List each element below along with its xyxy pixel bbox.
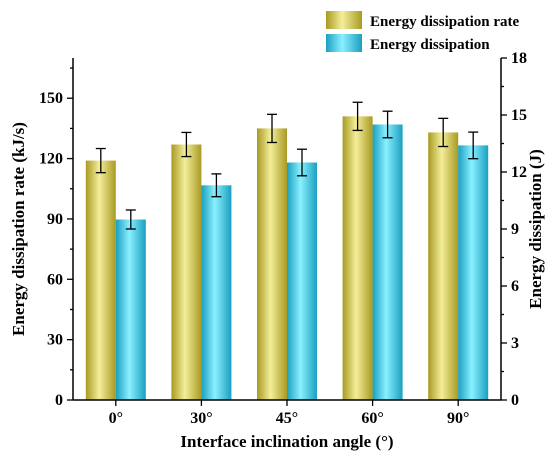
bar-energy-dissipation-rate [342, 116, 373, 400]
left-y-axis-title: Energy dissipation rate (kJ/s) [9, 122, 28, 336]
right-y-tick-label: 3 [511, 335, 519, 352]
legend-swatch-dissipation [326, 34, 362, 52]
bar-energy-dissipation-rate [85, 160, 116, 400]
bar-energy-dissipation [201, 185, 232, 400]
right-y-axis-title: Energy dissipation (J) [526, 149, 545, 309]
legend: Energy dissipation rate Energy dissipati… [326, 11, 520, 53]
right-y-tick-label: 0 [511, 392, 519, 409]
x-tick-label: 90° [447, 410, 469, 427]
x-tick-label: 0° [109, 410, 123, 427]
right-y-tick-label: 6 [511, 278, 519, 295]
right-y-tick-label: 12 [511, 164, 527, 181]
left-y-tick-label: 30 [47, 332, 63, 349]
bar-energy-dissipation [115, 219, 146, 400]
x-axis-title: Interface inclination angle (°) [180, 432, 393, 451]
left-y-tick-label: 150 [39, 90, 63, 107]
x-ticks: 0° 30° 45° 60° 90° [109, 400, 469, 427]
bars [85, 101, 489, 401]
left-ticks: 0 30 60 90 120 150 [39, 67, 73, 409]
bar-energy-dissipation [372, 124, 403, 400]
bar-energy-dissipation [458, 145, 489, 400]
bar-energy-dissipation-rate [257, 128, 287, 401]
x-tick-label: 45° [276, 410, 298, 427]
left-y-tick-label: 0 [55, 392, 63, 409]
x-tick-label: 30° [190, 410, 212, 427]
left-y-tick-label: 60 [47, 271, 63, 288]
bar-energy-dissipation-rate [171, 144, 202, 400]
right-y-tick-label: 9 [511, 221, 519, 238]
right-ticks: 0 3 6 9 12 15 18 [501, 50, 527, 409]
bar-energy-dissipation-rate [428, 132, 459, 400]
right-y-tick-label: 18 [511, 50, 527, 67]
legend-label-rate: Energy dissipation rate [370, 14, 520, 30]
left-y-tick-label: 120 [39, 151, 63, 168]
x-tick-label: 60° [361, 410, 383, 427]
legend-swatch-rate [326, 11, 362, 29]
legend-label-dissipation: Energy dissipation [370, 37, 490, 53]
right-y-tick-label: 15 [511, 107, 527, 124]
bar-energy-dissipation [287, 162, 317, 400]
left-y-tick-label: 90 [47, 211, 63, 228]
